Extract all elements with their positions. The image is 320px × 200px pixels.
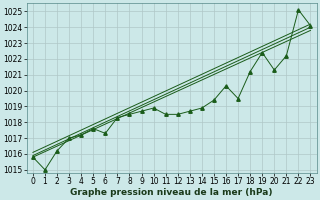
X-axis label: Graphe pression niveau de la mer (hPa): Graphe pression niveau de la mer (hPa) (70, 188, 273, 197)
